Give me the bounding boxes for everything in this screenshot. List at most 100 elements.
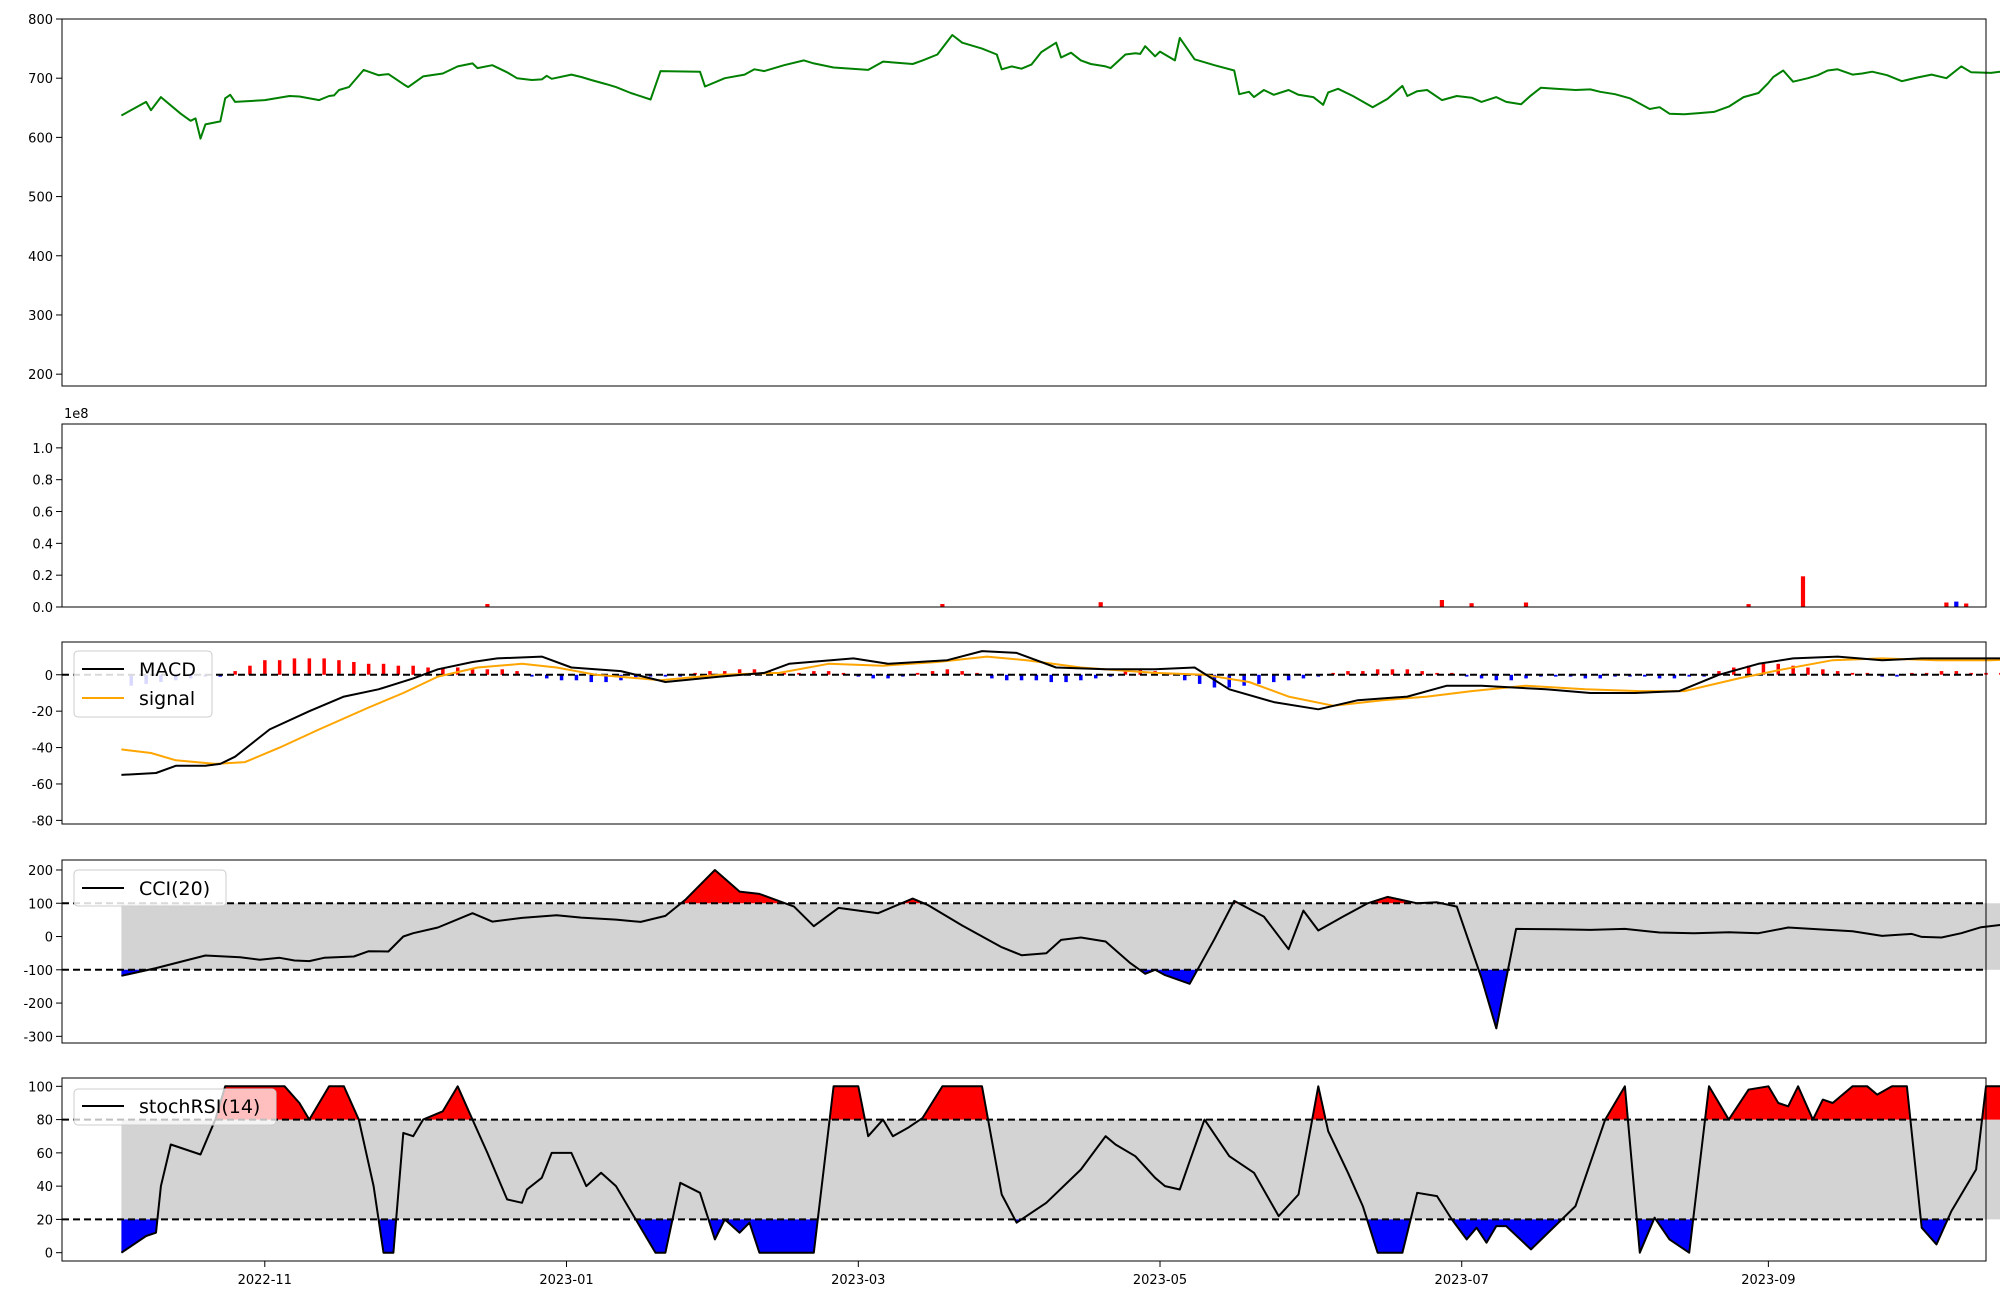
price-frame <box>61 18 1987 387</box>
cci-legend: CCI(20) <box>73 869 227 907</box>
macd-histogram-bar-up <box>248 665 252 675</box>
macd-histogram-bar-up <box>485 669 490 675</box>
macd-histogram-bar-up <box>945 669 950 675</box>
macd-histogram-bar-down <box>1524 674 1528 679</box>
stochrsi-ytick-label: 40 <box>36 1180 53 1195</box>
macd-histogram-bar-up <box>515 671 519 675</box>
macd-histogram-bar-down <box>1094 674 1098 679</box>
macd-histogram-bar-up <box>723 671 727 675</box>
stochrsi-ytick-label: 60 <box>36 1147 53 1162</box>
signal-line <box>121 655 2000 765</box>
macd-line <box>121 650 2000 776</box>
stochrsi-oversold-fill <box>635 1219 673 1253</box>
date-tick-label: 2023-03 <box>831 1273 885 1288</box>
macd-histogram-bar-up <box>1375 669 1380 675</box>
macd-histogram-bar-up <box>396 665 401 675</box>
macd-histogram-bar-down <box>871 674 875 679</box>
cci-range-band <box>121 903 2000 970</box>
macd-histogram-bar-up <box>930 671 935 675</box>
stochrsi-oversold-fill <box>1655 1219 1694 1253</box>
macd-histogram-bar-down <box>1643 674 1647 677</box>
macd-histogram-bar-up <box>307 658 312 675</box>
macd-histogram-bar-down <box>990 674 994 679</box>
stochrsi-frame <box>61 1077 1987 1262</box>
macd-histogram-bar-down <box>1687 674 1691 677</box>
macd-histogram-bar-up <box>1390 669 1395 675</box>
macd-histogram-bar-down <box>1064 674 1068 683</box>
cci-ytick-label: -300 <box>23 1030 53 1045</box>
macd-histogram-bar-up <box>812 671 816 675</box>
stochrsi-overbought-fill <box>920 1086 988 1120</box>
macd-histogram-bar-up <box>233 671 237 675</box>
macd-histogram-bar-down <box>1272 674 1276 683</box>
macd-histogram-bar-up <box>1420 671 1424 675</box>
volume-bar-up <box>1746 604 1751 607</box>
macd-histogram-bar-down <box>1049 674 1053 683</box>
cci-oversold-fill <box>1155 969 1198 984</box>
price-ytick-label: 500 <box>28 191 53 206</box>
macd-histogram-bar-down <box>574 674 579 681</box>
macd-legend-box <box>73 650 213 718</box>
stochrsi-legend-box <box>73 1088 277 1126</box>
macd-histogram-bar-up <box>1791 665 1795 675</box>
stochrsi-ytick-label: 0 <box>45 1247 53 1262</box>
date-tick-label: 2022-11 <box>238 1273 292 1288</box>
volume-panel: 0.0 0.2 0.4 0.6 0.8 1.0 1e8 <box>32 407 1987 616</box>
price-ytick-label: 700 <box>28 72 53 87</box>
macd-histogram-bar-down <box>559 674 564 681</box>
price-panel: 200 300 400 500 600 700 800 <box>28 13 2000 387</box>
macd-histogram-bar-up <box>1776 663 1780 675</box>
cci-legend-box <box>73 869 227 907</box>
volume-bar-up <box>1469 603 1474 607</box>
macd-histogram-bar-down <box>1019 674 1024 681</box>
volume-bar-down <box>1954 601 1959 607</box>
macd-histogram-bar-up <box>322 658 326 675</box>
macd-histogram-bar-down <box>1227 674 1231 688</box>
macd-ytick-label: -60 <box>32 778 53 793</box>
macd-histogram-bar-up <box>1361 671 1365 675</box>
stochrsi-range-band <box>121 1119 2000 1220</box>
macd-histogram-bar-up <box>366 663 371 675</box>
stochrsi-panel: 0 20 40 60 80 100 stochRSI(14) <box>28 1077 2000 1262</box>
stochrsi-overbought-fill <box>309 1086 359 1120</box>
macd-histogram-bar-down <box>886 674 890 679</box>
cci-panel: -300 -200 -100 0 100 200 CCI(20) <box>23 859 2000 1045</box>
macd-frame <box>61 641 1987 825</box>
macd-histogram-bar-down <box>589 674 593 683</box>
cci-ytick-label: -100 <box>23 964 53 979</box>
macd-histogram-bar-up <box>752 669 757 675</box>
macd-histogram-bar-down <box>1672 674 1677 679</box>
volume-frame <box>61 423 1987 608</box>
macd-histogram-bar-up <box>1746 665 1751 675</box>
stochrsi-oversold-fill <box>1367 1219 1411 1253</box>
macd-histogram-bar-down <box>604 674 608 683</box>
macd-histogram-bar-down <box>530 674 534 677</box>
date-axis: 2022-11 2023-01 2023-03 2023-05 2023-07 2023-… <box>238 1261 1796 1288</box>
macd-histogram-bar-up <box>426 667 430 675</box>
cci-legend-label: CCI(20) <box>139 878 210 900</box>
macd-histogram-bar-down <box>1598 674 1602 679</box>
price-line <box>120 34 2000 140</box>
volume-ytick-label: 0.8 <box>32 474 53 489</box>
macd-histogram-bar-up <box>1806 667 1810 675</box>
macd-histogram-bar-down <box>634 674 638 679</box>
stochrsi-overbought-fill <box>829 1086 865 1120</box>
volume-bar-up <box>1800 576 1806 607</box>
stochrsi-legend-label: stochRSI(14) <box>139 1096 260 1118</box>
macd-histogram-bar-down <box>1197 674 1202 684</box>
macd-histogram-bar-up <box>797 672 801 675</box>
macd-histogram-bar-up <box>470 669 475 675</box>
macd-histogram-bar-up <box>1835 671 1840 675</box>
price-ytick-label: 800 <box>28 13 53 28</box>
macd-histogram-bar-up <box>411 665 415 675</box>
macd-histogram-bar-up <box>1717 671 1721 675</box>
date-tick-label: 2023-01 <box>539 1273 593 1288</box>
macd-histogram-bar-down <box>1479 674 1484 679</box>
macd-histogram-bar-down <box>1554 674 1558 677</box>
macd-histogram-bar-up <box>1346 671 1350 675</box>
macd-histogram-bar-down <box>1257 674 1261 684</box>
stochrsi-ytick-label: 80 <box>36 1114 53 1129</box>
macd-histogram-bar-up <box>1123 671 1128 675</box>
macd-histogram-bar-down <box>663 674 668 677</box>
macd-histogram-bar-down <box>545 674 549 679</box>
